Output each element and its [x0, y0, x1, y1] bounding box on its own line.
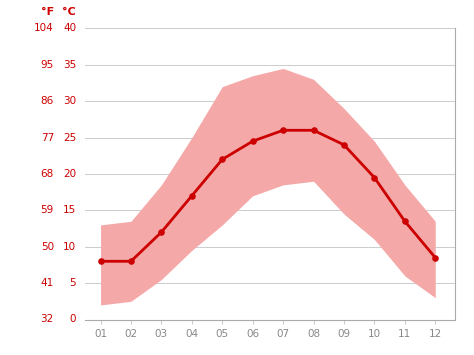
Text: 35: 35 — [63, 60, 76, 70]
Point — [401, 218, 409, 224]
Text: 50: 50 — [41, 242, 54, 252]
Text: 25: 25 — [63, 132, 76, 143]
Point — [310, 127, 317, 133]
Point — [188, 193, 196, 199]
Text: 5: 5 — [70, 278, 76, 288]
Point — [97, 258, 104, 264]
Point — [279, 127, 287, 133]
Text: 32: 32 — [41, 315, 54, 324]
Text: 0: 0 — [70, 315, 76, 324]
Text: 59: 59 — [41, 205, 54, 215]
Text: °C: °C — [62, 7, 76, 17]
Text: °F: °F — [41, 7, 54, 17]
Text: 86: 86 — [41, 96, 54, 106]
Text: 77: 77 — [41, 132, 54, 143]
Text: 95: 95 — [41, 60, 54, 70]
Text: 20: 20 — [63, 169, 76, 179]
Point — [219, 157, 226, 162]
Text: 68: 68 — [41, 169, 54, 179]
Text: 104: 104 — [34, 23, 54, 33]
Point — [340, 142, 348, 148]
Point — [249, 138, 256, 144]
Point — [371, 175, 378, 180]
Text: 15: 15 — [63, 205, 76, 215]
Point — [431, 255, 439, 261]
Text: 10: 10 — [63, 242, 76, 252]
Text: 30: 30 — [63, 96, 76, 106]
Text: 40: 40 — [63, 23, 76, 33]
Point — [157, 229, 165, 235]
Point — [127, 258, 135, 264]
Text: 41: 41 — [41, 278, 54, 288]
